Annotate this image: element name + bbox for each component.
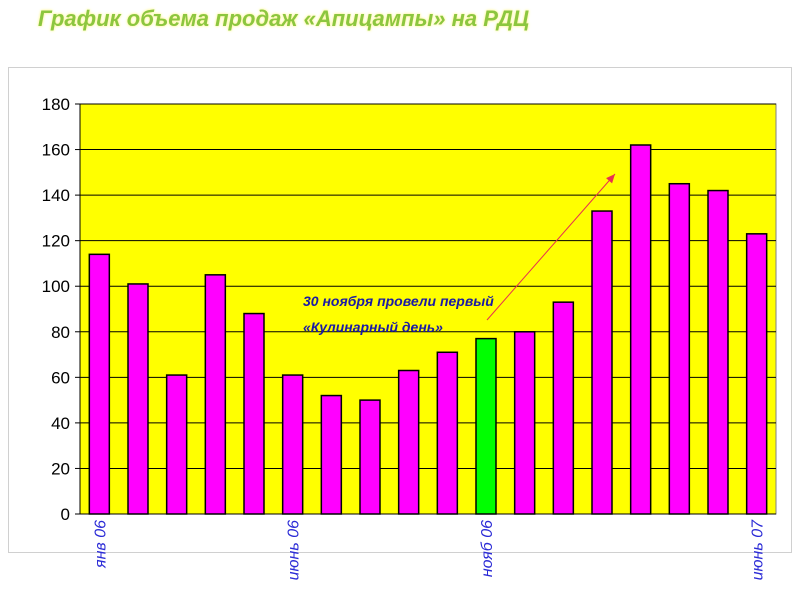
chart-frame [8,67,792,553]
bar [745,233,768,515]
annotation: 30 ноября провели первый «Кулинарный ден… [303,173,616,335]
bar [668,182,691,515]
x-tick-label: нояб 06 [479,520,496,577]
bar [397,369,420,515]
bar [320,394,343,515]
y-tick-label: 180 [42,95,70,114]
page-title: График объема продаж «Апицампы» на РДЦ [38,6,530,31]
annotation-arrow [486,173,616,321]
y-axis: 0 20 40 60 80 100 120 140 160 180 [42,95,776,524]
bar [127,283,149,515]
bar [359,399,381,515]
annotation-line-1: 30 ноября провели первый [303,293,494,309]
x-axis: янв 06 июнь 06 нояб 06 июнь 07 [92,519,766,580]
y-tick-label: 80 [51,323,70,342]
y-tick-label: 0 [61,505,70,524]
x-tick-label: июнь 06 [286,520,303,580]
bar [281,374,304,515]
y-tick-label: 140 [42,186,70,205]
plot-area [79,103,777,515]
annotation-arrowhead [606,174,615,184]
gridlines [80,103,776,469]
bar-highlighted [475,337,497,515]
y-tick-label: 120 [42,232,70,251]
y-tick-label: 160 [42,141,70,160]
x-tick-label: июнь 07 [750,519,767,580]
bar [591,210,613,515]
y-tick-label: 60 [51,368,70,387]
bar [707,189,729,515]
bar [552,301,575,515]
bars [88,144,768,515]
x-tick-label: янв 06 [92,520,109,569]
bar [513,331,536,515]
bar [88,253,111,515]
bar [204,274,227,515]
y-tick-label: 100 [42,277,70,296]
bar [165,374,188,515]
bar [436,351,459,515]
bar [243,312,265,515]
y-tick-label: 20 [51,459,70,478]
annotation-line-2: «Кулинарный день» [303,319,443,335]
bar [629,144,652,515]
y-tick-label: 40 [51,414,70,433]
